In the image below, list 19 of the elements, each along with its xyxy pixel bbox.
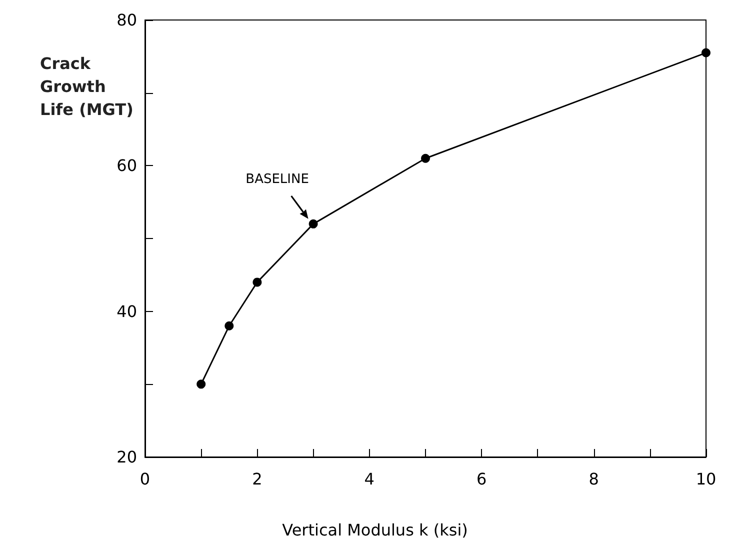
annotation: BASELINE	[246, 172, 309, 187]
point	[224, 321, 234, 330]
x-tick-label: 8	[588, 470, 599, 488]
point	[252, 278, 262, 287]
point	[702, 48, 710, 58]
y-axis-title: Crack Growth Life (MGT)	[40, 54, 134, 119]
x-axis-title: Vertical Modulus k (ksi)	[282, 520, 468, 540]
x-tick-label: 6	[476, 470, 487, 488]
y-tick-label: 40	[116, 302, 137, 321]
point	[421, 154, 430, 163]
x-tick-label: 0	[140, 470, 150, 488]
y-tick-label: 20	[116, 448, 137, 466]
point	[196, 380, 206, 389]
x-tick-label: 4	[364, 470, 374, 488]
y-tick-label: 80	[116, 10, 137, 30]
y-tick-label: 60	[116, 156, 137, 176]
point	[308, 219, 318, 228]
x-tick-label: 10	[696, 470, 716, 488]
x-tick-label: 2	[252, 470, 262, 488]
